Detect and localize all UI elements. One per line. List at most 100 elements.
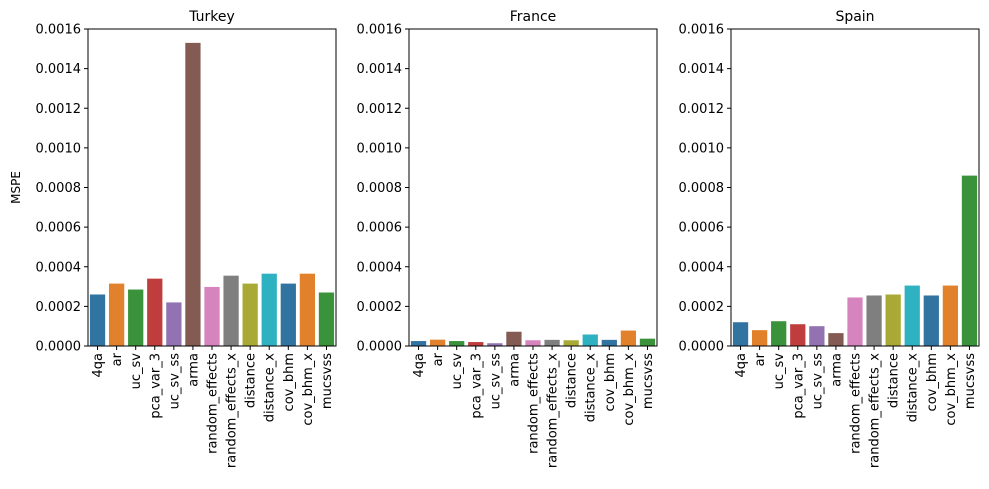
y-tick-label: 0.0010 [36, 141, 82, 156]
y-axis-label: MSPE [9, 171, 23, 204]
x-tick-label: random_effects_x [546, 353, 561, 468]
bar [261, 273, 277, 346]
bar [866, 295, 882, 346]
x-tick-label: uc_sv [129, 353, 144, 390]
bar [185, 42, 201, 347]
bar [449, 341, 465, 346]
bar [828, 333, 844, 346]
bar [468, 342, 484, 346]
bar [961, 175, 978, 346]
x-tick-label: 4qa [91, 353, 106, 378]
y-tick-label: 0.0010 [357, 141, 403, 156]
bar [410, 341, 427, 346]
x-tick-label: arma [186, 353, 201, 387]
y-tick-label: 0.0000 [679, 340, 725, 355]
x-tick-label: pca_var_3 [791, 353, 806, 419]
bar [128, 289, 144, 346]
x-tick-label: uc_sv [772, 353, 787, 390]
x-tick-label: arma [829, 353, 844, 387]
bar [204, 286, 220, 346]
x-tick-label: cov_bhm [282, 353, 297, 411]
panel-title: France [510, 9, 557, 25]
x-tick-label: uc_sv [450, 353, 465, 390]
bar [620, 330, 637, 346]
y-tick-label: 0.0002 [679, 300, 725, 315]
bar [147, 278, 163, 346]
bar [847, 297, 863, 346]
y-tick-label: 0.0016 [36, 23, 82, 38]
y-tick-label: 0.0004 [36, 260, 82, 275]
x-tick-label: distance_x [906, 353, 921, 423]
x-tick-label: 4qa [412, 353, 427, 378]
x-tick-label: cov_bhm [925, 353, 940, 411]
bar [525, 340, 541, 346]
x-tick-label: random_effects [849, 353, 864, 454]
y-tick-label: 0.0006 [357, 221, 403, 236]
bar [280, 283, 296, 346]
x-tick-label: distance [887, 353, 902, 408]
y-tick-label: 0.0016 [679, 23, 725, 38]
bar [771, 321, 787, 346]
bar [809, 326, 825, 346]
panel-title: Turkey [188, 9, 235, 25]
y-tick-label: 0.0008 [36, 181, 82, 196]
bar [544, 339, 560, 346]
x-tick-label: mucsvss [641, 353, 656, 409]
x-tick-label: random_effects_x [225, 353, 240, 468]
chart-panel-0: 0.0000 0.0002 0.0004 0.0006 0.0008 0.0010 0.00… [9, 9, 337, 468]
bar [885, 294, 901, 346]
y-tick-label: 0.0014 [36, 62, 82, 77]
x-tick-label: pca_var_3 [469, 353, 484, 419]
x-tick-label: distance [244, 353, 259, 408]
bar [318, 292, 335, 346]
panel-title: Spain [835, 9, 874, 25]
x-tick-label: mucsvss [320, 353, 335, 409]
x-tick-label: ar [110, 352, 125, 366]
bar [732, 322, 749, 346]
x-tick-label: pca_var_3 [148, 353, 163, 419]
bar [242, 283, 258, 346]
bar [563, 340, 579, 346]
x-tick-label: 4qa [734, 353, 749, 378]
x-tick-label: distance [565, 353, 580, 408]
y-tick-label: 0.0008 [357, 181, 403, 196]
bar [506, 331, 522, 346]
y-tick-label: 0.0002 [357, 300, 403, 315]
y-tick-label: 0.0004 [357, 260, 403, 275]
x-tick-label: uc_sv_ss [488, 353, 503, 410]
bar [223, 275, 239, 346]
bar [89, 294, 106, 346]
y-tick-label: 0.0014 [357, 62, 403, 77]
y-tick-label: 0.0014 [679, 62, 725, 77]
y-tick-label: 0.0010 [679, 141, 725, 156]
bar [751, 330, 768, 346]
x-tick-label: ar [431, 352, 446, 366]
bar [601, 339, 617, 346]
x-tick-label: cov_bhm_x [301, 353, 316, 426]
x-tick-label: uc_sv_ss [167, 353, 182, 410]
y-tick-label: 0.0012 [357, 102, 403, 117]
bar [487, 343, 503, 346]
x-tick-label: uc_sv_ss [810, 353, 825, 410]
y-tick-label: 0.0012 [679, 102, 725, 117]
bar [923, 295, 939, 346]
x-tick-label: mucsvss [963, 353, 978, 409]
bar [904, 285, 920, 346]
y-tick-label: 0.0008 [679, 181, 725, 196]
y-tick-label: 0.0006 [36, 221, 82, 236]
x-tick-label: distance_x [584, 353, 599, 423]
x-tick-label: arma [507, 353, 522, 387]
bar [582, 334, 598, 346]
bar [639, 338, 656, 346]
x-tick-label: random_effects [206, 353, 221, 454]
chart-panel-1: 0.0000 0.0002 0.0004 0.0006 0.0008 0.0010 0.00… [357, 9, 658, 468]
x-tick-label: cov_bhm_x [944, 353, 959, 426]
y-tick-label: 0.0000 [36, 340, 82, 355]
x-tick-label: distance_x [263, 353, 278, 423]
bar [166, 302, 182, 346]
y-tick-label: 0.0004 [679, 260, 725, 275]
x-tick-label: cov_bhm [603, 353, 618, 411]
x-tick-label: random_effects [527, 353, 542, 454]
